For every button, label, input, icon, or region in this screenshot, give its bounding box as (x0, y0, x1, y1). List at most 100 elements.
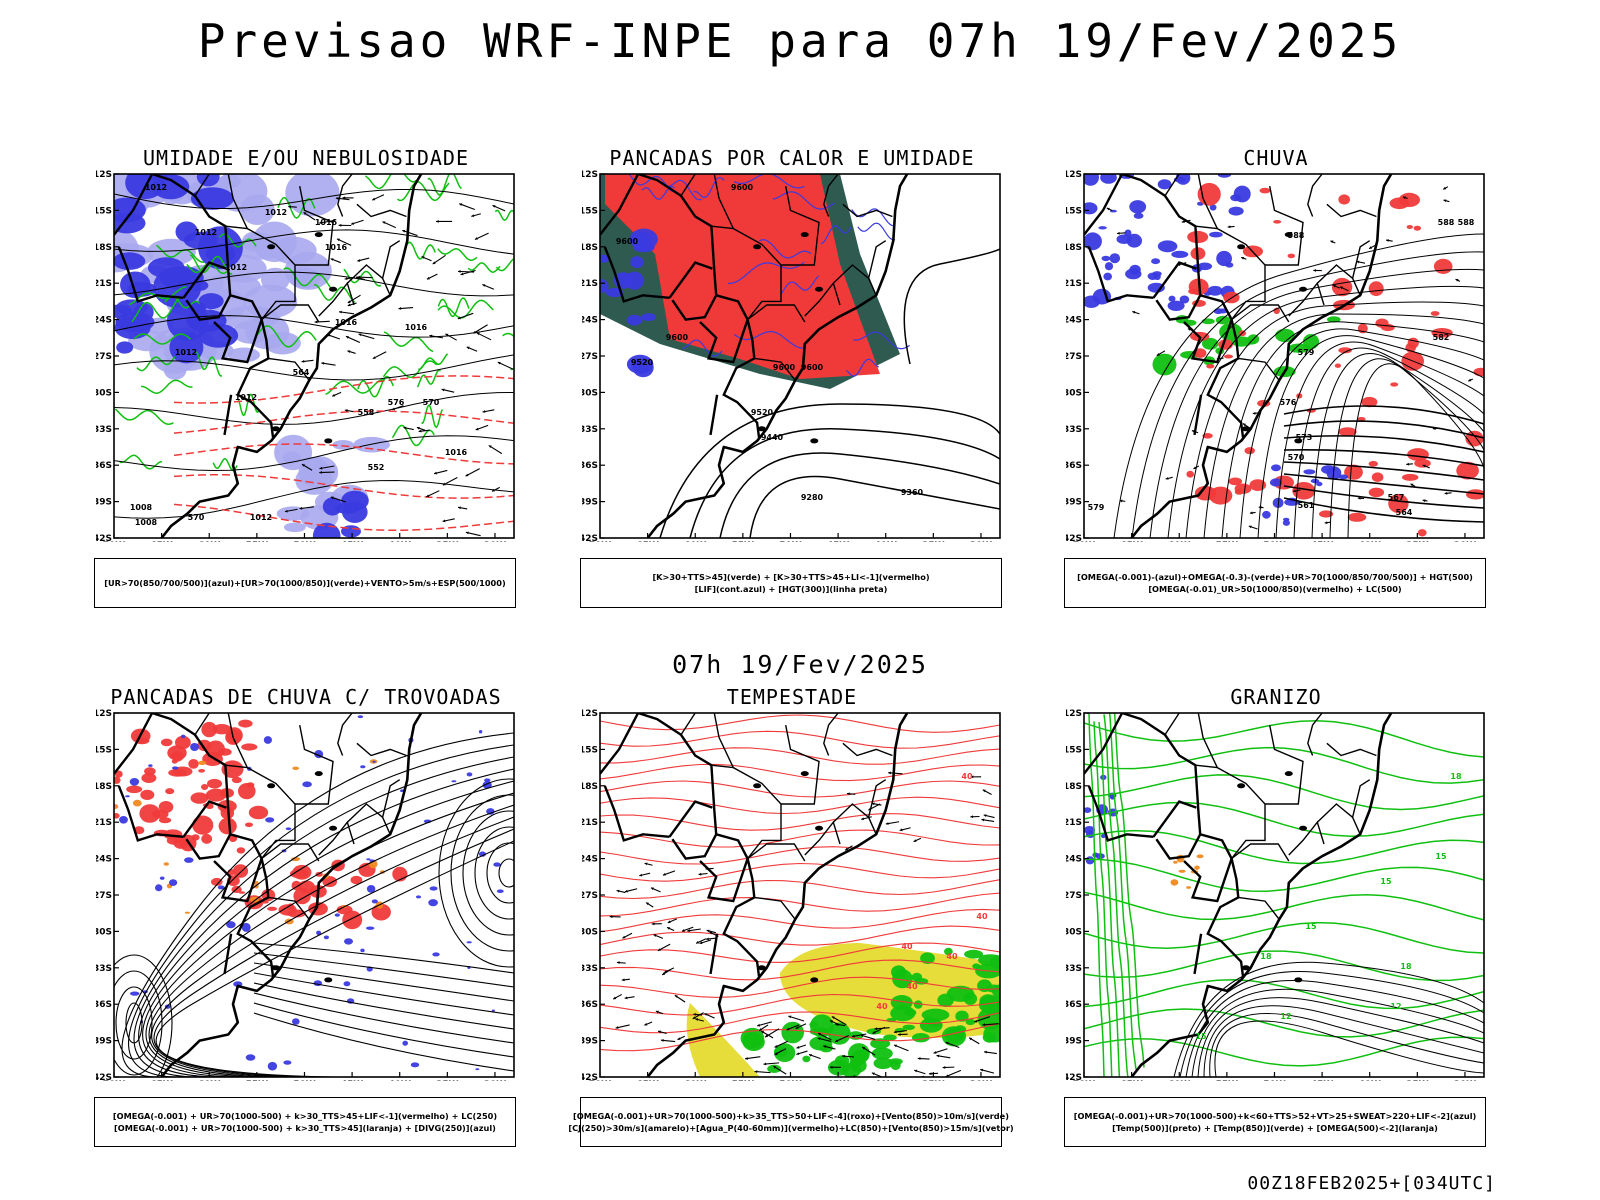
lif-area-patch (600, 254, 610, 263)
storm-red-belt-patch (211, 877, 223, 886)
wind-vector (347, 294, 361, 304)
wind-vector (970, 775, 982, 779)
precip-water-contour (600, 796, 1000, 815)
streamline (253, 982, 514, 1030)
wind-vector (391, 405, 404, 411)
omega-red-patch (1368, 460, 1378, 467)
pressure-contour (114, 354, 514, 381)
lif-contour (682, 339, 723, 357)
coastline (1130, 713, 1393, 1077)
wind-vector (301, 359, 314, 363)
storm-red-patch (220, 806, 235, 820)
lake (329, 286, 338, 292)
lake (815, 825, 824, 831)
precip-water-contour (600, 829, 1000, 848)
lat-label: 12S (1066, 709, 1082, 719)
lif-contour (733, 174, 805, 189)
contour-label: 1016 (315, 218, 338, 227)
lat-label: 30S (96, 927, 112, 937)
contour-label: 15 (1305, 922, 1317, 931)
fields (600, 713, 1000, 1077)
state-border (337, 713, 353, 756)
streamline (253, 1012, 514, 1072)
contour-label: 15 (1380, 877, 1392, 886)
divergence-blue-patch (323, 935, 329, 940)
omega-blue-patch (1213, 308, 1223, 315)
humidity-dark (114, 174, 243, 364)
map-pancadas-calor: 9600 9600 9600 9600 9520 9600 9520 9440 9360 9280… (582, 170, 1001, 542)
wind-vector (888, 771, 903, 775)
country-border (1183, 319, 1233, 364)
lon-label: 30W (1454, 1080, 1477, 1081)
omega-blue-patch (1179, 295, 1190, 304)
storm-red-belt-patch (350, 875, 363, 885)
lat-label: 18S (1066, 782, 1082, 792)
streamlines (114, 732, 514, 1077)
wind-vector (476, 332, 492, 341)
omega-blue-patch (1098, 226, 1107, 230)
wind-vector (318, 219, 336, 225)
omega-blue-patch (1133, 212, 1144, 219)
coastline (646, 174, 909, 538)
legend-line: [UR>70(850/700/500)](azul)+[UR>70(1000/8… (104, 578, 506, 588)
lon-label: 40W (874, 541, 897, 542)
hail-orange-patch (1196, 854, 1204, 859)
storm-orange-patch (132, 799, 142, 807)
storm-red-belt-patch (297, 880, 315, 893)
lake (1299, 286, 1308, 292)
legend-line: [OMEGA(-0.01)_UR>50(1000/850)(vermelho) … (1148, 584, 1402, 594)
omega-blue-patch (1207, 285, 1223, 296)
temp500-contour (1203, 1005, 1484, 1077)
lon-label: 30W (970, 1080, 993, 1081)
country-border (699, 858, 749, 903)
omega-green-patch (1201, 318, 1215, 325)
omega-red-patch (1338, 194, 1350, 205)
wind-vector (796, 1050, 808, 1056)
wind850-green-patch (937, 993, 954, 1007)
contour-label: 12 (1390, 1002, 1401, 1011)
wind-vector (1357, 496, 1365, 500)
state-border (1238, 357, 1280, 381)
wind-vector (344, 409, 354, 413)
cyclone-ring (125, 1002, 143, 1044)
streamline (253, 972, 514, 1016)
wind-vector (1410, 483, 1416, 487)
state-border (781, 724, 820, 805)
legend-box: [OMEGA(-0.001) + UR>70(1000-500) + k>30_… (94, 1097, 516, 1147)
contour-label: 18 (1260, 952, 1272, 961)
wind-vector (817, 1032, 832, 1041)
wind-vector (460, 269, 476, 276)
lake (271, 965, 280, 971)
lon-label: 40W (388, 1080, 411, 1081)
anticyclone-ring (486, 842, 514, 904)
geography (1084, 713, 1393, 1077)
state-border (227, 174, 248, 229)
storm-red (114, 719, 269, 854)
storm-red-belt-patch (287, 909, 306, 918)
wind-vector (488, 444, 503, 455)
country-border (699, 319, 749, 364)
precip-water-contour (600, 813, 1000, 831)
lat-label: 18S (582, 243, 598, 253)
green-contour (427, 174, 463, 196)
temp500-contour (1209, 1013, 1484, 1077)
storm-red-patch (202, 752, 223, 766)
lat-label: 18S (1066, 243, 1082, 253)
lon-label: 65W (636, 1080, 659, 1081)
contour-label: 1008 (130, 503, 153, 512)
storm-red-patch (201, 784, 209, 790)
lon-label: 45W (341, 541, 364, 542)
divergence-blue-patch (429, 886, 438, 891)
humidity-dark-patch (198, 293, 224, 310)
lon-label: 65W (1120, 541, 1143, 542)
lake (324, 438, 333, 444)
contour-label: 573 (1296, 433, 1313, 442)
lake (1299, 825, 1308, 831)
green-contour (467, 262, 501, 273)
lake (267, 783, 276, 789)
lif-contour (857, 222, 896, 241)
omega-red-patch (1417, 529, 1427, 537)
lat-label: 21S (96, 279, 112, 289)
wind850-green-south-patch (883, 1034, 897, 1041)
divergence-blue-patch (466, 772, 473, 777)
